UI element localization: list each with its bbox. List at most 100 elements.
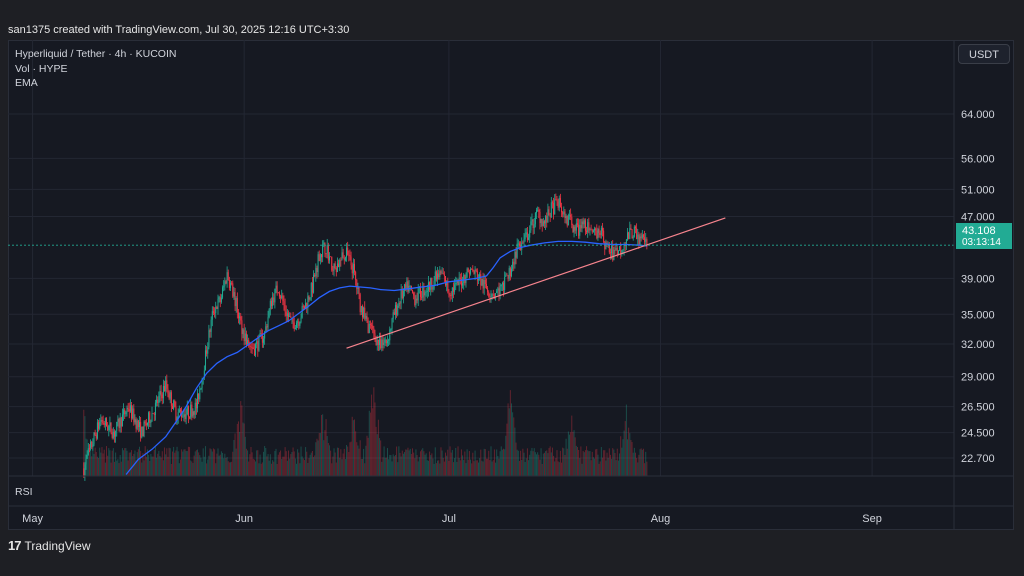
rsi-legend[interactable]: RSI [15, 486, 33, 498]
candle-body [131, 405, 133, 419]
volume-bar [633, 447, 635, 476]
candle-body [540, 219, 542, 224]
candle-body [565, 216, 567, 219]
volume-bar [151, 456, 153, 476]
volume-bars [83, 387, 648, 476]
volume-bar [644, 463, 646, 476]
volume-bar [429, 451, 431, 476]
volume-bar [235, 448, 237, 476]
candle-body [143, 421, 145, 437]
candle-body [111, 432, 113, 438]
volume-bar [240, 401, 242, 476]
volume-bar [183, 449, 185, 476]
candle-body [230, 282, 232, 288]
volume-bar [446, 455, 448, 476]
candle-body [498, 288, 500, 296]
candle-body [334, 263, 336, 269]
candle-body [536, 209, 538, 213]
symbol-legend[interactable]: Hyperliquid / Tether · 4h · KUCOIN [15, 48, 177, 60]
volume-bar [630, 440, 632, 476]
chart-panel[interactable] [8, 40, 1014, 530]
volume-bar [195, 450, 197, 476]
volume-bar [181, 449, 183, 476]
candle-body [402, 290, 404, 299]
candle-body [481, 278, 483, 286]
volume-bar [325, 419, 327, 476]
candle-body [341, 252, 343, 261]
ema-legend[interactable]: EMA [15, 77, 38, 89]
volume-bar [298, 452, 300, 476]
candle-body [151, 413, 153, 422]
tradingview-logo[interactable]: 17 TradingView [8, 538, 91, 553]
volume-bar [355, 431, 357, 476]
volume-legend[interactable]: Vol · HYPE [15, 63, 68, 75]
candle-body [368, 323, 370, 334]
volume-bar [431, 453, 433, 476]
volume-bar [413, 452, 415, 476]
candle-body [103, 423, 105, 425]
volume-bar [415, 449, 417, 476]
candle-body [248, 339, 250, 346]
volume-bar [416, 455, 418, 476]
candle-body [495, 293, 497, 296]
volume-bar [591, 451, 593, 476]
candle-body [83, 468, 85, 476]
volume-bar [473, 461, 475, 476]
candle-body [322, 244, 324, 258]
volume-bar [565, 438, 567, 476]
candle-body [259, 333, 261, 336]
volume-bar [170, 463, 172, 476]
volume-bar [398, 446, 400, 476]
volume-bar [292, 447, 294, 476]
candle-body [142, 426, 144, 437]
volume-bar [590, 460, 592, 476]
volume-bar [118, 463, 120, 476]
volume-bar [295, 463, 297, 476]
volume-bar [311, 450, 313, 476]
volume-bar [326, 436, 328, 476]
volume-bar [373, 387, 375, 476]
candle-body [553, 203, 555, 215]
candle-body [386, 340, 388, 344]
candle-body [170, 392, 172, 406]
volume-bar [204, 446, 206, 476]
volume-bar [575, 445, 577, 476]
candle-body [367, 320, 369, 334]
volume-bar [462, 455, 464, 476]
candle-body [109, 422, 111, 426]
volume-bar [615, 460, 617, 476]
volume-bar [109, 450, 111, 476]
candle-body [589, 229, 591, 231]
volume-bar [153, 450, 155, 476]
candle-body [510, 268, 512, 277]
volume-bar [348, 451, 350, 476]
volume-bar [174, 452, 176, 476]
volume-bar [305, 447, 307, 476]
candle-body [92, 444, 94, 448]
candle-body [306, 303, 308, 309]
candle-body [439, 271, 441, 278]
candle-body [87, 448, 89, 455]
candle-body [137, 420, 139, 428]
candle-body [534, 212, 536, 225]
candle-body [609, 252, 611, 254]
candle-body [161, 394, 163, 399]
candle-body [397, 305, 399, 315]
volume-bar [588, 451, 590, 476]
price-tick-label: 51.000 [961, 184, 995, 196]
volume-bar [323, 440, 325, 476]
volume-bar [594, 458, 596, 476]
candle-body [185, 414, 187, 419]
volume-bar [534, 452, 536, 476]
volume-bar [367, 437, 369, 476]
currency-button[interactable]: USDT [958, 44, 1010, 64]
volume-bar [476, 460, 478, 476]
volume-bar [197, 449, 199, 476]
volume-bar [592, 457, 594, 476]
candle-body [646, 239, 648, 247]
volume-bar [491, 461, 493, 476]
candle-body [564, 211, 566, 219]
volume-bar [226, 456, 228, 476]
volume-bar [124, 448, 126, 476]
